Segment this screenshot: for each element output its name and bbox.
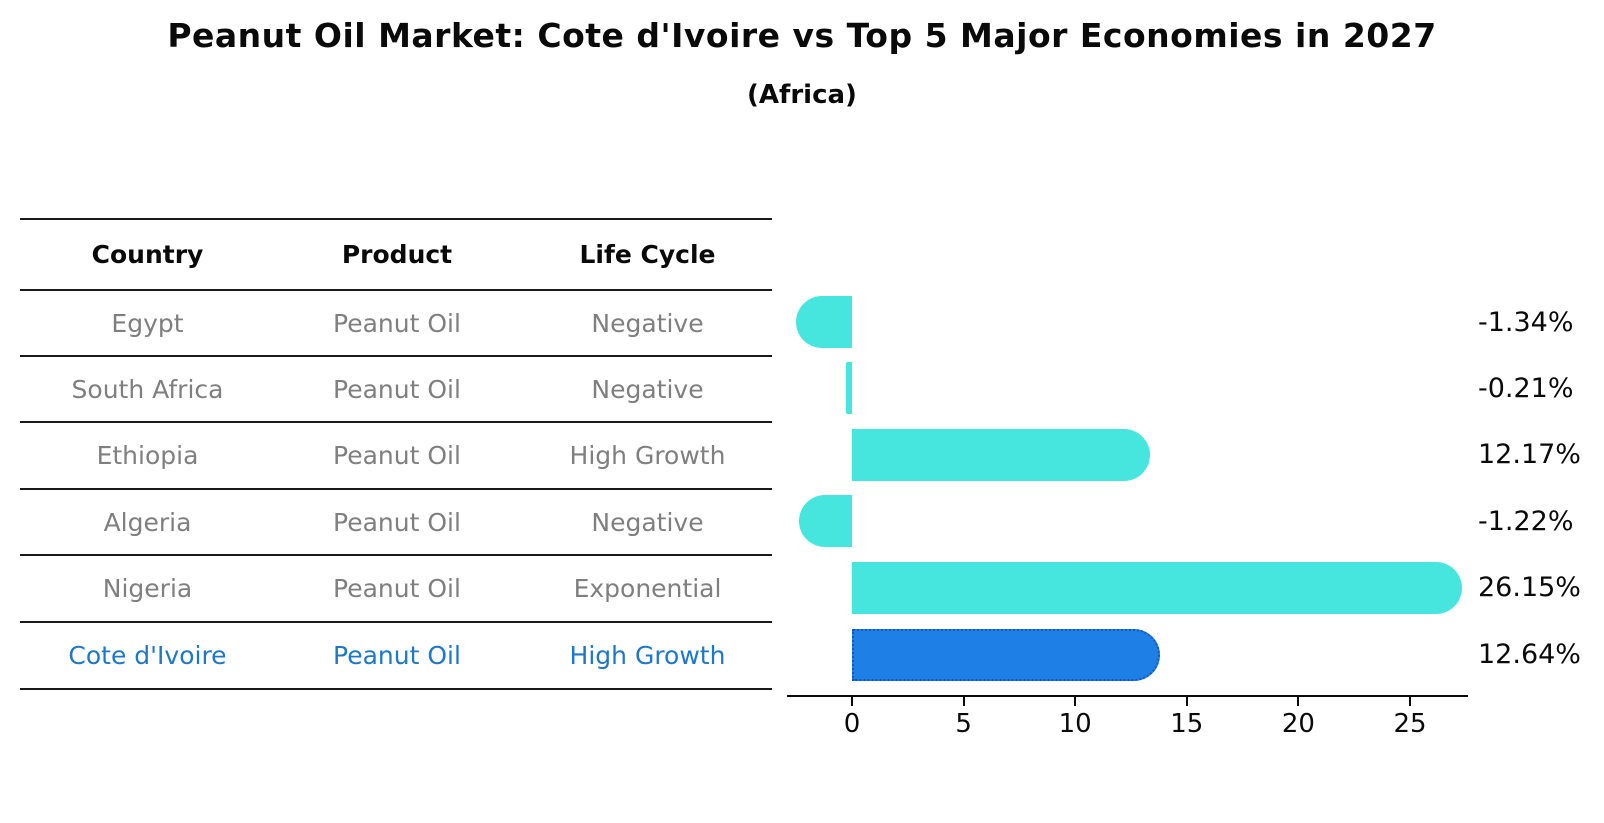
bar-egypt [796,296,852,348]
table-line [20,621,772,623]
x-axis-tick-label: 20 [1281,709,1315,739]
cell-lifecycle: Negative [591,507,704,537]
bar-cote-d-ivoire [852,628,1161,681]
x-axis-tick-label: 25 [1393,709,1427,739]
cell-product: Peanut Oil [333,507,461,537]
x-axis-tick [1409,697,1411,706]
x-axis-tick [851,697,853,706]
x-axis-line [787,695,1468,697]
table-line [20,289,772,291]
chart-title: Peanut Oil Market: Cote d'Ivoire vs Top … [167,16,1437,55]
bar-nigeria [852,561,1462,614]
table-line [20,218,772,220]
table-line [20,421,772,423]
x-axis-tick [1074,697,1077,706]
x-axis-tick-label: 10 [1058,709,1092,739]
bar-value-label: -0.21% [1478,372,1574,404]
bar-algeria [798,495,852,547]
cell-country: South Africa [71,374,224,404]
cell-lifecycle: High Growth [569,441,726,470]
x-axis-tick [1297,697,1300,706]
x-axis-tick-label: 15 [1170,709,1204,739]
bar-south-africa [845,362,852,414]
table-line [20,488,772,490]
cell-product: Peanut Oil [333,641,461,670]
cell-lifecycle: Negative [591,374,704,404]
bar-ethiopia [852,428,1150,481]
cell-product: Peanut Oil [333,308,461,338]
bar-value-label: 12.17% [1478,439,1581,470]
x-axis-tick-label: 5 [955,709,972,739]
bar-value-label: 26.15% [1478,572,1581,603]
cell-country: Algeria [103,507,192,537]
cell-lifecycle: High Growth [569,641,726,670]
x-axis-tick [1185,697,1188,706]
x-axis-tick-label: 0 [843,709,861,739]
table-line [20,688,772,690]
cell-country: Egypt [111,308,184,338]
table-line [20,554,772,556]
bar-value-label: -1.34% [1478,306,1574,338]
cell-lifecycle: Exponential [573,574,722,603]
cell-country: Cote d'Ivoire [68,641,227,670]
cell-product: Peanut Oil [333,441,461,470]
cell-product: Peanut Oil [333,374,461,404]
table-header-country: Country [91,240,204,269]
cell-country: Nigeria [102,574,193,603]
bar-value-label: 12.64% [1478,639,1581,670]
bar-value-label: -1.22% [1478,505,1574,537]
cell-country: Ethiopia [96,441,199,470]
table-header-life-cycle: Life Cycle [579,240,716,269]
cell-lifecycle: Negative [591,308,704,338]
chart-subtitle: (Africa) [747,80,857,110]
x-axis-tick [962,697,965,706]
table-header-product: Product [341,240,453,269]
table-line [20,355,772,357]
cell-product: Peanut Oil [333,574,461,603]
